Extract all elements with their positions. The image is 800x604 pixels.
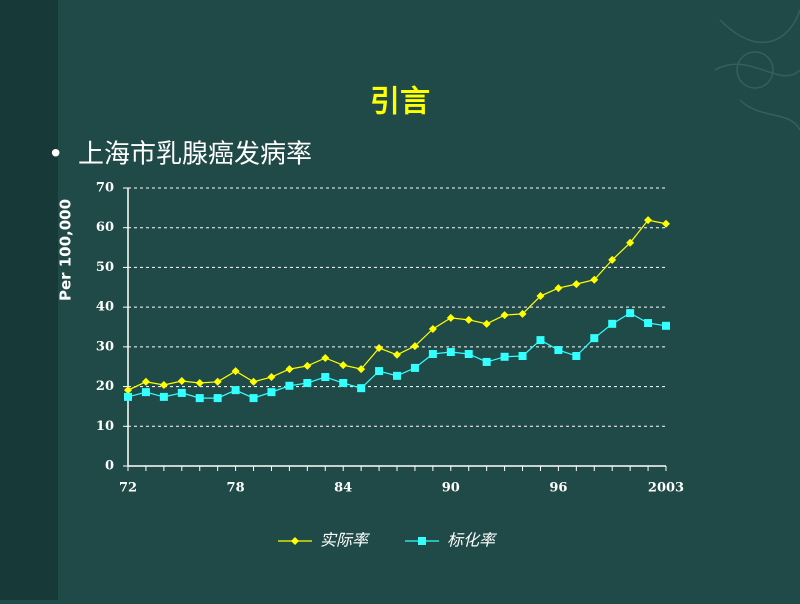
point	[446, 348, 455, 357]
point	[518, 351, 527, 360]
point	[303, 378, 312, 387]
point	[357, 365, 366, 374]
point	[249, 394, 258, 403]
point	[572, 351, 581, 360]
y-tick-label: 50	[96, 260, 114, 275]
y-tick-label: 40	[96, 300, 114, 315]
point	[357, 384, 366, 393]
ornament-curve	[739, 99, 800, 131]
x-tick-label: 90	[442, 481, 460, 496]
point	[213, 377, 222, 386]
point	[213, 394, 222, 403]
point	[536, 292, 545, 301]
ornament-circle	[736, 51, 774, 89]
point	[554, 346, 563, 355]
point	[590, 334, 599, 343]
y-tick-label: 20	[96, 379, 114, 394]
point	[410, 363, 419, 372]
point	[231, 367, 240, 376]
y-tick-label: 0	[105, 459, 114, 474]
y-tick-label: 70	[96, 181, 114, 196]
point	[321, 373, 330, 382]
point	[644, 216, 653, 225]
point	[231, 386, 240, 395]
point	[410, 342, 419, 351]
y-tick-label: 30	[96, 339, 114, 354]
point	[285, 365, 294, 374]
legend-label: 标化率	[447, 531, 498, 550]
point	[177, 377, 186, 386]
x-tick-label: 2003	[648, 481, 684, 496]
y-axis-label: Per 100,000	[57, 199, 75, 301]
x-tick-label: 78	[227, 481, 245, 496]
point	[626, 238, 635, 247]
point	[608, 255, 617, 264]
point	[267, 373, 276, 382]
ornament-curve	[719, 9, 800, 44]
point	[428, 324, 437, 333]
point	[662, 219, 670, 228]
point	[500, 311, 509, 320]
bullet-text: 上海市乳腺癌发病率	[78, 140, 312, 170]
point	[159, 392, 168, 401]
slide-title: 引言	[370, 85, 430, 120]
y-tick-label: 10	[96, 419, 114, 434]
point	[418, 537, 426, 545]
side-strip	[0, 0, 58, 600]
point	[303, 361, 312, 370]
point	[124, 386, 132, 395]
bullet-dot: •	[48, 140, 63, 170]
point	[141, 388, 150, 397]
point	[321, 353, 330, 362]
point	[572, 280, 581, 289]
point	[662, 321, 670, 330]
x-tick-label: 84	[334, 481, 352, 496]
point	[177, 388, 186, 397]
point	[482, 319, 491, 328]
point	[339, 361, 348, 370]
y-tick-label: 60	[96, 220, 114, 235]
point	[249, 377, 258, 386]
point	[482, 357, 491, 366]
point	[644, 319, 653, 328]
point	[428, 350, 437, 359]
point	[393, 371, 401, 380]
point	[159, 380, 168, 389]
point	[518, 309, 527, 318]
point	[464, 315, 473, 324]
point	[626, 309, 635, 318]
point	[291, 537, 299, 545]
point	[536, 336, 545, 345]
legend-label: 实际率	[320, 531, 371, 550]
point	[393, 350, 401, 359]
point	[141, 377, 150, 386]
point	[446, 313, 455, 322]
point	[375, 344, 384, 353]
point	[195, 378, 204, 387]
point	[500, 352, 509, 361]
point	[339, 378, 348, 387]
point	[608, 319, 617, 328]
ornament-curve	[714, 63, 800, 77]
ornament	[714, 9, 800, 131]
point	[464, 350, 473, 359]
point	[590, 275, 599, 284]
point	[554, 284, 563, 293]
x-tick-label: 96	[549, 481, 567, 496]
point	[195, 394, 204, 403]
point	[124, 392, 132, 401]
point	[375, 367, 384, 376]
x-tick-label: 72	[119, 481, 137, 496]
point	[267, 388, 276, 397]
point	[285, 381, 294, 390]
